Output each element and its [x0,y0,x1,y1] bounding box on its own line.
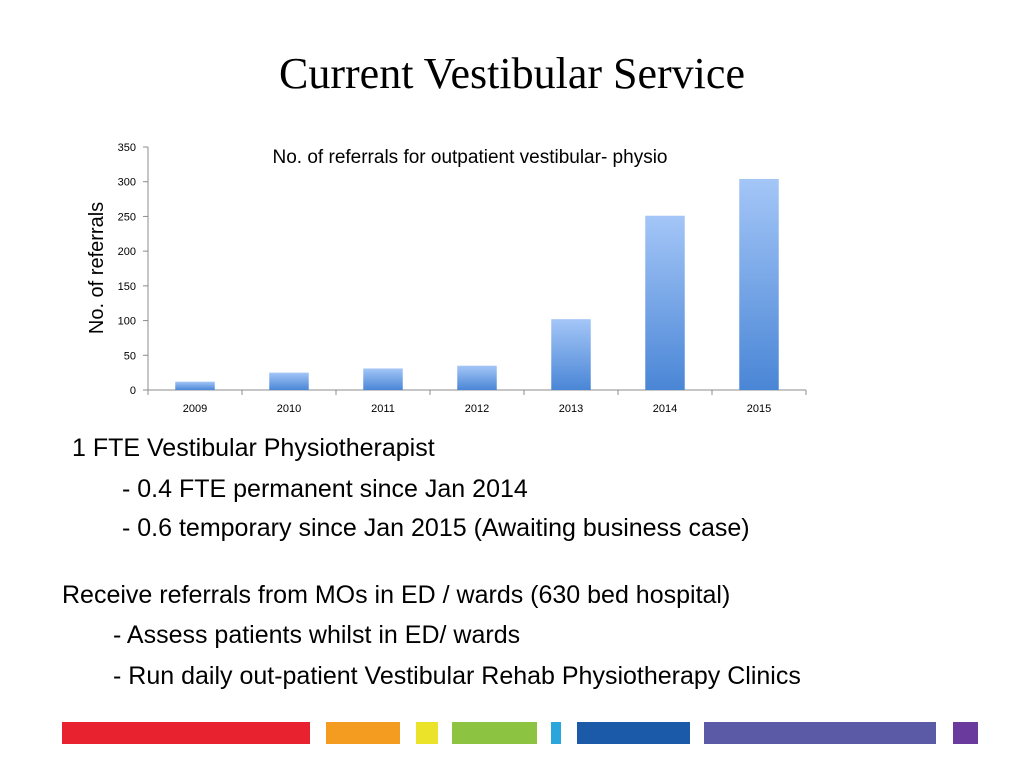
referrals-bar-chart: No. of referrals for outpatient vestibul… [86,142,807,415]
footer-bar-green [452,722,537,744]
x-tick-label: 2012 [465,403,489,415]
footer-bar-red [62,722,310,744]
y-axis-label: No. of referrals [86,202,108,334]
footer-bar-orange [326,722,400,744]
slide-title: Current Vestibular Service [279,49,745,98]
x-axis: 2009 2010 2011 2012 2013 2014 2015 [147,389,807,415]
footer-bar-yellow [416,722,438,744]
y-tick-label: 100 [118,316,136,328]
x-tick-label: 2013 [559,403,583,415]
staffing-heading: 1 FTE Vestibular Physiotherapist [72,434,435,462]
y-tick-label: 50 [124,350,136,362]
x-tick-label: 2009 [183,403,207,415]
bar-2010 [269,372,309,390]
y-axis: 0 50 100 150 200 250 300 350 [118,142,149,397]
referrals-item-clinics: - Run daily out-patient Vestibular Rehab… [113,662,801,690]
bar-2013 [551,319,591,390]
bar-2009 [175,381,215,390]
x-tick-label: 2014 [653,403,677,415]
staffing-item-permanent: - 0.4 FTE permanent since Jan 2014 [122,475,528,503]
y-tick-label: 250 [118,211,136,223]
footer-bar-cyan [551,722,561,744]
y-tick-label: 150 [118,281,136,293]
x-tick-label: 2011 [371,403,395,415]
footer-bar-slate [704,722,936,744]
footer-bar-purple [953,722,978,744]
bar-2011 [363,368,403,390]
y-tick-label: 0 [130,385,136,397]
y-tick-label: 300 [118,177,136,189]
bar-2012 [457,365,497,390]
footer-bar-blue [577,722,690,744]
bar-2015 [739,178,779,390]
referrals-heading: Receive referrals from MOs in ED / wards… [62,581,731,609]
chart-title: No. of referrals for outpatient vestibul… [273,147,668,168]
bar-2014 [645,215,685,390]
x-tick-label: 2015 [747,403,771,415]
y-tick-label: 350 [118,142,136,154]
referrals-item-assess: - Assess patients whilst in ED/ wards [113,621,521,649]
y-tick-label: 200 [118,246,136,258]
staffing-item-temporary: - 0.6 temporary since Jan 2015 (Awaiting… [122,514,750,542]
x-tick-label: 2010 [277,403,301,415]
bars [175,178,779,390]
